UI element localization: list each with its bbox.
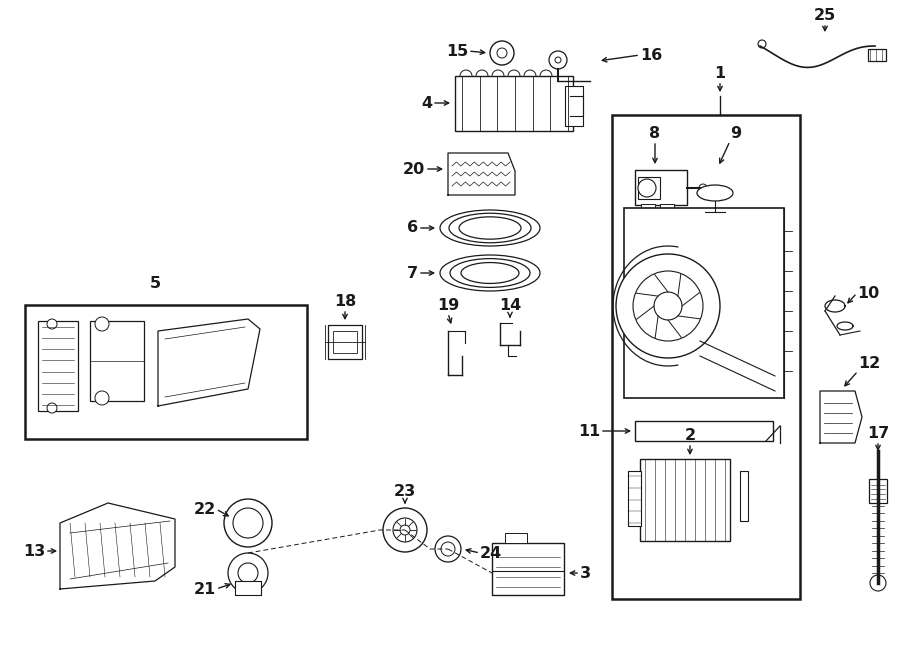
- Circle shape: [699, 184, 707, 192]
- Text: 23: 23: [394, 484, 416, 499]
- Circle shape: [47, 403, 57, 413]
- Bar: [565, 86, 583, 126]
- Bar: [740, 471, 748, 521]
- Ellipse shape: [440, 255, 540, 291]
- Bar: [492, 543, 564, 595]
- Bar: [638, 177, 660, 199]
- Text: 21: 21: [194, 582, 216, 596]
- Circle shape: [616, 254, 720, 358]
- Bar: [25, 305, 307, 439]
- Bar: [628, 471, 641, 526]
- Text: 2: 2: [684, 428, 696, 443]
- Circle shape: [497, 48, 507, 58]
- Bar: [612, 115, 800, 599]
- Text: 6: 6: [407, 221, 418, 235]
- Bar: [635, 421, 773, 441]
- Circle shape: [238, 563, 258, 583]
- Circle shape: [393, 518, 417, 542]
- Text: 22: 22: [194, 502, 216, 516]
- Circle shape: [654, 292, 682, 320]
- Bar: [505, 533, 527, 543]
- Bar: [333, 331, 357, 353]
- Bar: [640, 459, 730, 541]
- Bar: [455, 76, 573, 131]
- Text: 10: 10: [857, 286, 879, 301]
- Circle shape: [47, 319, 57, 329]
- Text: 12: 12: [858, 356, 880, 371]
- Bar: [660, 204, 674, 212]
- Text: 3: 3: [580, 566, 591, 580]
- Bar: [869, 479, 887, 503]
- Ellipse shape: [461, 262, 519, 284]
- Text: 5: 5: [149, 276, 160, 291]
- Bar: [868, 49, 886, 61]
- Text: 15: 15: [446, 44, 468, 59]
- Circle shape: [758, 40, 766, 48]
- Text: 20: 20: [403, 161, 425, 176]
- Circle shape: [555, 57, 561, 63]
- Circle shape: [400, 525, 410, 535]
- Circle shape: [228, 553, 268, 593]
- Ellipse shape: [449, 214, 531, 243]
- Text: 8: 8: [650, 126, 661, 141]
- Text: 25: 25: [814, 8, 836, 23]
- Bar: [328, 325, 362, 359]
- Bar: [90, 321, 144, 401]
- Circle shape: [549, 51, 567, 69]
- Text: 18: 18: [334, 294, 356, 309]
- Circle shape: [870, 575, 886, 591]
- Bar: [641, 204, 655, 212]
- Circle shape: [95, 317, 109, 331]
- Text: 7: 7: [407, 266, 418, 280]
- Ellipse shape: [459, 217, 521, 239]
- Ellipse shape: [697, 185, 733, 201]
- Bar: [38, 321, 78, 411]
- Text: 1: 1: [715, 66, 725, 81]
- Text: 14: 14: [499, 298, 521, 313]
- Circle shape: [383, 508, 427, 552]
- Circle shape: [95, 391, 109, 405]
- Bar: [635, 170, 687, 205]
- Circle shape: [633, 271, 703, 341]
- Circle shape: [224, 499, 272, 547]
- Text: 11: 11: [578, 424, 600, 438]
- Ellipse shape: [440, 210, 540, 246]
- Circle shape: [233, 508, 263, 538]
- Text: 9: 9: [730, 126, 741, 141]
- Circle shape: [435, 536, 461, 562]
- Text: 16: 16: [640, 48, 662, 63]
- Text: 19: 19: [436, 298, 459, 313]
- Bar: [624, 208, 784, 398]
- Text: 13: 13: [22, 543, 45, 559]
- Text: 17: 17: [867, 426, 889, 441]
- Ellipse shape: [450, 258, 530, 288]
- Bar: [235, 581, 261, 595]
- Text: 4: 4: [421, 95, 432, 110]
- Circle shape: [490, 41, 514, 65]
- Text: 24: 24: [480, 545, 502, 561]
- Circle shape: [638, 179, 656, 197]
- Circle shape: [441, 542, 455, 556]
